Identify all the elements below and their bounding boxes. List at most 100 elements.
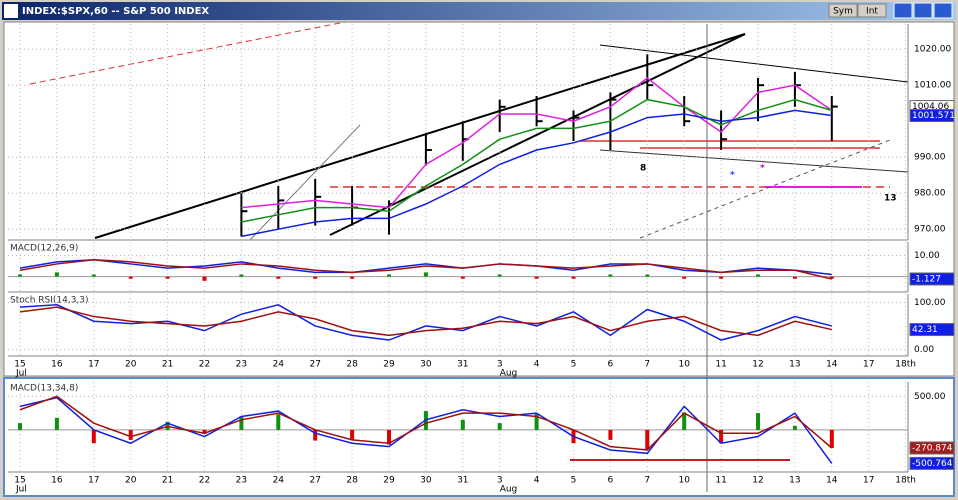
histogram-bar (128, 276, 133, 279)
month-label: Aug (500, 485, 518, 495)
trend-line (599, 149, 909, 173)
int-label[interactable]: Int (866, 7, 878, 17)
histogram-bar (645, 429, 650, 450)
x-tick-label: 7 (644, 476, 650, 486)
histogram-bar (497, 423, 502, 430)
x-tick-label: 10 (678, 476, 690, 486)
x-tick-label: 18th (895, 360, 916, 370)
value-tag-label: 1001.571 (912, 111, 955, 121)
y-tick-label: 0.00 (914, 345, 934, 355)
series-line (19, 395, 833, 451)
histogram-bar (18, 274, 22, 277)
histogram-bar (202, 429, 207, 434)
x-tick-label: 7 (644, 360, 650, 370)
x-tick-label: 12 (752, 476, 763, 486)
x-tick-label: 12 (752, 360, 763, 370)
trend-line (94, 33, 746, 239)
x-tick-label: 5 (571, 360, 577, 370)
x-tick-label: 29 (383, 360, 395, 370)
x-tick-label: 20 (125, 476, 137, 486)
value-tag (909, 441, 955, 455)
y-tick-label: 1020.00 (914, 45, 951, 55)
histogram-bar (460, 419, 465, 430)
x-tick-label: 27 (309, 360, 320, 370)
histogram-bar (497, 274, 502, 277)
annotation: 8 (640, 164, 646, 174)
x-tick-label: 14 (826, 360, 838, 370)
panel-title: Stoch RSI(14,3,3) (10, 296, 89, 306)
x-tick-label: 6 (608, 476, 614, 486)
x-tick-label: 27 (309, 476, 320, 486)
histogram-bar (608, 274, 613, 277)
histogram-bar (682, 276, 687, 279)
y-tick-label: 10.00 (914, 251, 940, 261)
histogram-bar (682, 412, 687, 430)
y-tick-label: 990.00 (914, 153, 946, 163)
x-tick-label: 14 (826, 476, 838, 486)
annotation: * (730, 171, 735, 181)
month-label: Jul (15, 369, 27, 379)
y-tick-label: 980.00 (914, 189, 946, 199)
x-tick-label: 24 (273, 360, 285, 370)
sym-label[interactable]: Sym (833, 7, 853, 17)
maximize-button[interactable] (913, 2, 933, 19)
histogram-bar (202, 276, 207, 281)
histogram-bar (54, 417, 59, 430)
histogram-bar (54, 272, 59, 277)
close-button[interactable] (933, 2, 953, 19)
sym-button[interactable] (828, 3, 858, 18)
x-tick-label: 28 (346, 360, 358, 370)
value-tag-label: 42.31 (912, 325, 938, 335)
histogram-bar (645, 274, 650, 277)
series-line (19, 306, 832, 337)
histogram-bar (608, 429, 613, 440)
histogram-bar (350, 429, 355, 440)
x-tick-label: 23 (236, 476, 247, 486)
x-tick-label: 29 (383, 476, 395, 486)
x-tick-label: 5 (571, 476, 577, 486)
x-tick-label: 6 (608, 360, 614, 370)
x-tick-label: 15 (14, 476, 25, 486)
x-tick-label: 17 (863, 476, 874, 486)
title-bar (2, 2, 956, 20)
y-tick-label: 100.00 (914, 298, 946, 308)
histogram-bar (239, 274, 244, 277)
histogram-bar (719, 276, 724, 279)
histogram-bar (423, 272, 428, 277)
series-line (19, 304, 832, 341)
y-tick-label: 500.00 (914, 392, 946, 402)
histogram-bar (239, 416, 244, 430)
x-tick-label: 13 (789, 360, 800, 370)
x-tick-label: 4 (534, 476, 540, 486)
histogram-bar (756, 274, 760, 277)
annotation: * (760, 164, 765, 174)
x-tick-label: 16 (51, 476, 63, 486)
app-icon (4, 4, 18, 18)
value-tag (909, 323, 955, 337)
int-button[interactable] (857, 3, 887, 18)
value-tag-label: -500.764 (912, 459, 953, 469)
histogram-bar (276, 276, 281, 279)
x-tick-label: 30 (420, 476, 432, 486)
series-line (241, 109, 832, 238)
x-tick-label: 22 (199, 476, 210, 486)
histogram-bar (91, 274, 96, 277)
month-label: Aug (500, 369, 518, 379)
month-label: Jul (15, 485, 27, 495)
series-line (19, 258, 832, 280)
x-tick-label: 11 (715, 476, 726, 486)
x-tick-label: 16 (51, 360, 63, 370)
window-title: INDEX:$SPX,60 -- S&P 500 INDEX (22, 6, 209, 17)
x-tick-label: 24 (273, 476, 285, 486)
x-tick-label: 10 (678, 360, 690, 370)
value-tag-label: 1004.06 (912, 102, 949, 112)
histogram-bar (571, 276, 576, 279)
minimize-button[interactable] (893, 2, 913, 19)
histogram-bar (756, 413, 760, 430)
x-tick-label: 17 (88, 360, 99, 370)
y-tick-label: 970.00 (914, 225, 946, 235)
histogram-bar (276, 414, 281, 430)
panel-title: MACD(13,34,8) (10, 384, 78, 394)
histogram-bar (91, 429, 96, 444)
